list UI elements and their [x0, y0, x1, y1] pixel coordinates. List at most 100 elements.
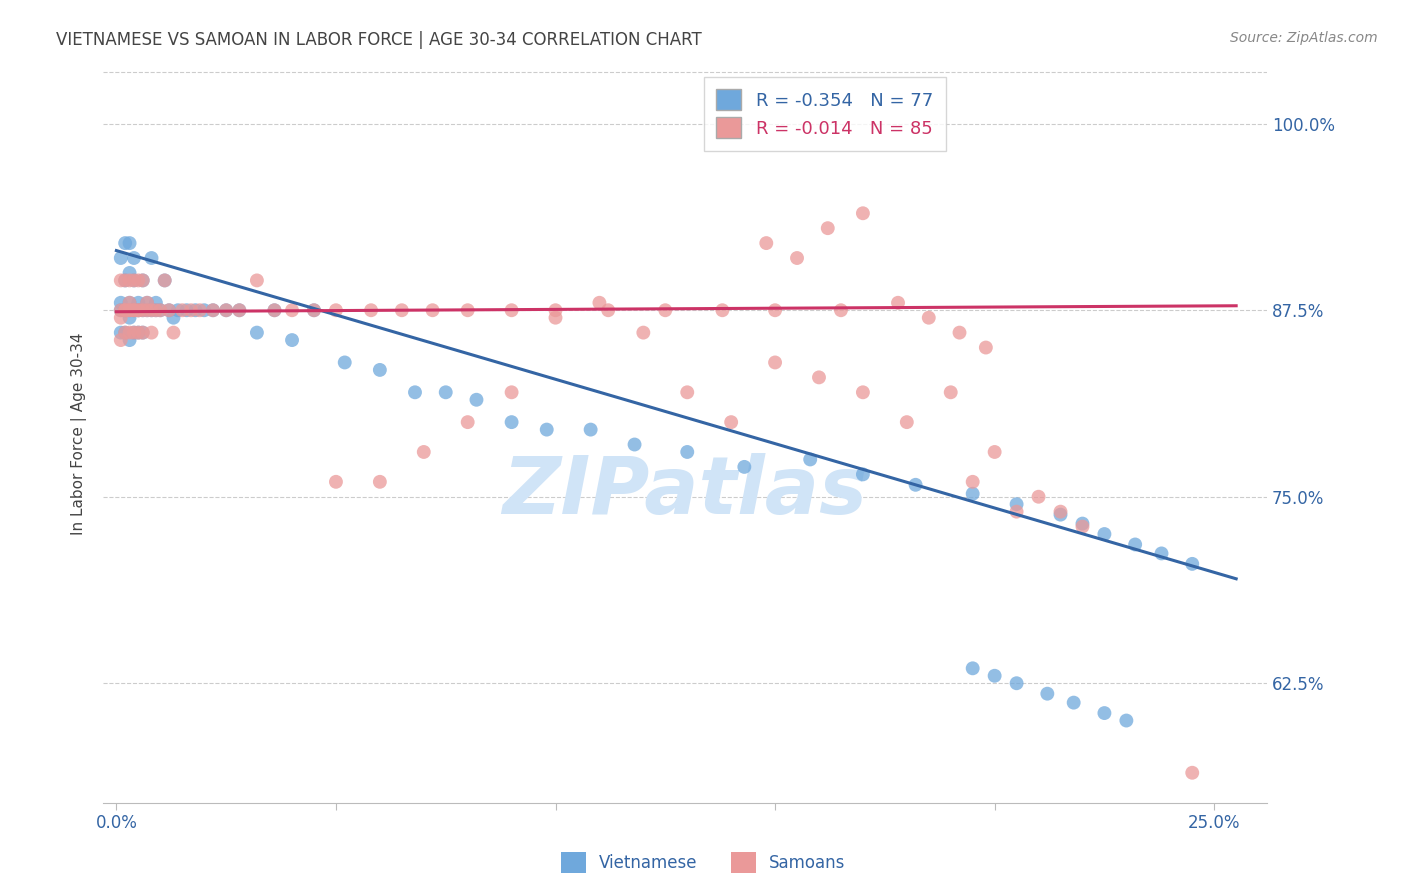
Point [887, 295, 910, 310]
Point [501, 415, 523, 429]
Point [983, 669, 1005, 683]
Point [110, 326, 132, 340]
Point [1005, 505, 1028, 519]
Point [188, 303, 211, 318]
Point [193, 303, 215, 318]
Point [110, 295, 132, 310]
Point [263, 303, 285, 318]
Point [114, 326, 136, 340]
Point [598, 303, 620, 318]
Point [1094, 706, 1116, 720]
Point [918, 310, 941, 325]
Point [136, 303, 159, 318]
Point [122, 303, 145, 318]
Point [852, 467, 875, 482]
Point [118, 303, 141, 318]
Point [172, 303, 194, 318]
Point [127, 303, 149, 318]
Point [1181, 765, 1204, 780]
Point [110, 303, 132, 318]
Text: Source: ZipAtlas.com: Source: ZipAtlas.com [1230, 31, 1378, 45]
Y-axis label: In Labor Force | Age 30-34: In Labor Force | Age 30-34 [72, 332, 87, 534]
Point [110, 333, 132, 347]
Point [141, 303, 163, 318]
Point [114, 303, 136, 318]
Point [149, 303, 172, 318]
Point [1036, 687, 1059, 701]
Point [633, 326, 655, 340]
Point [118, 310, 141, 325]
Point [153, 273, 176, 287]
Point [588, 295, 610, 310]
Point [145, 303, 167, 318]
Point [422, 303, 444, 318]
Point [215, 303, 238, 318]
Point [623, 437, 645, 451]
Point [501, 385, 523, 400]
Point [122, 326, 145, 340]
Point [127, 303, 149, 318]
Point [544, 310, 567, 325]
Point [145, 295, 167, 310]
Point [536, 423, 558, 437]
Point [763, 303, 786, 318]
Point [1123, 537, 1146, 551]
Point [122, 303, 145, 318]
Point [368, 475, 391, 489]
Point [153, 273, 176, 287]
Point [132, 326, 155, 340]
Point [654, 303, 676, 318]
Point [711, 303, 734, 318]
Point [118, 326, 141, 340]
Point [114, 236, 136, 251]
Point [114, 303, 136, 318]
Point [132, 273, 155, 287]
Point [948, 326, 970, 340]
Point [201, 303, 224, 318]
Point [132, 273, 155, 287]
Point [333, 355, 356, 369]
Point [122, 303, 145, 318]
Point [201, 303, 224, 318]
Point [962, 475, 984, 489]
Point [176, 303, 198, 318]
Point [136, 303, 159, 318]
Point [544, 303, 567, 318]
Point [983, 445, 1005, 459]
Point [360, 303, 382, 318]
Point [215, 303, 238, 318]
Point [114, 303, 136, 318]
Point [786, 251, 808, 265]
Point [246, 326, 269, 340]
Point [141, 326, 163, 340]
Point [110, 310, 132, 325]
Point [1071, 516, 1094, 531]
Point [368, 363, 391, 377]
Point [118, 266, 141, 280]
Point [149, 303, 172, 318]
Point [157, 303, 180, 318]
Point [325, 303, 347, 318]
Point [141, 303, 163, 318]
Point [110, 303, 132, 318]
Point [302, 303, 325, 318]
Point [302, 303, 325, 318]
Point [118, 236, 141, 251]
Point [118, 303, 141, 318]
Point [122, 303, 145, 318]
Point [676, 385, 699, 400]
Point [167, 303, 190, 318]
Point [896, 415, 918, 429]
Point [228, 303, 250, 318]
Point [127, 303, 149, 318]
Point [136, 295, 159, 310]
Point [457, 415, 479, 429]
Point [1115, 714, 1137, 728]
Point [118, 303, 141, 318]
Point [263, 303, 285, 318]
Point [676, 445, 699, 459]
Text: VIETNAMESE VS SAMOAN IN LABOR FORCE | AGE 30-34 CORRELATION CHART: VIETNAMESE VS SAMOAN IN LABOR FORCE | AG… [56, 31, 702, 49]
Point [1049, 505, 1071, 519]
Point [404, 385, 426, 400]
Point [852, 385, 875, 400]
